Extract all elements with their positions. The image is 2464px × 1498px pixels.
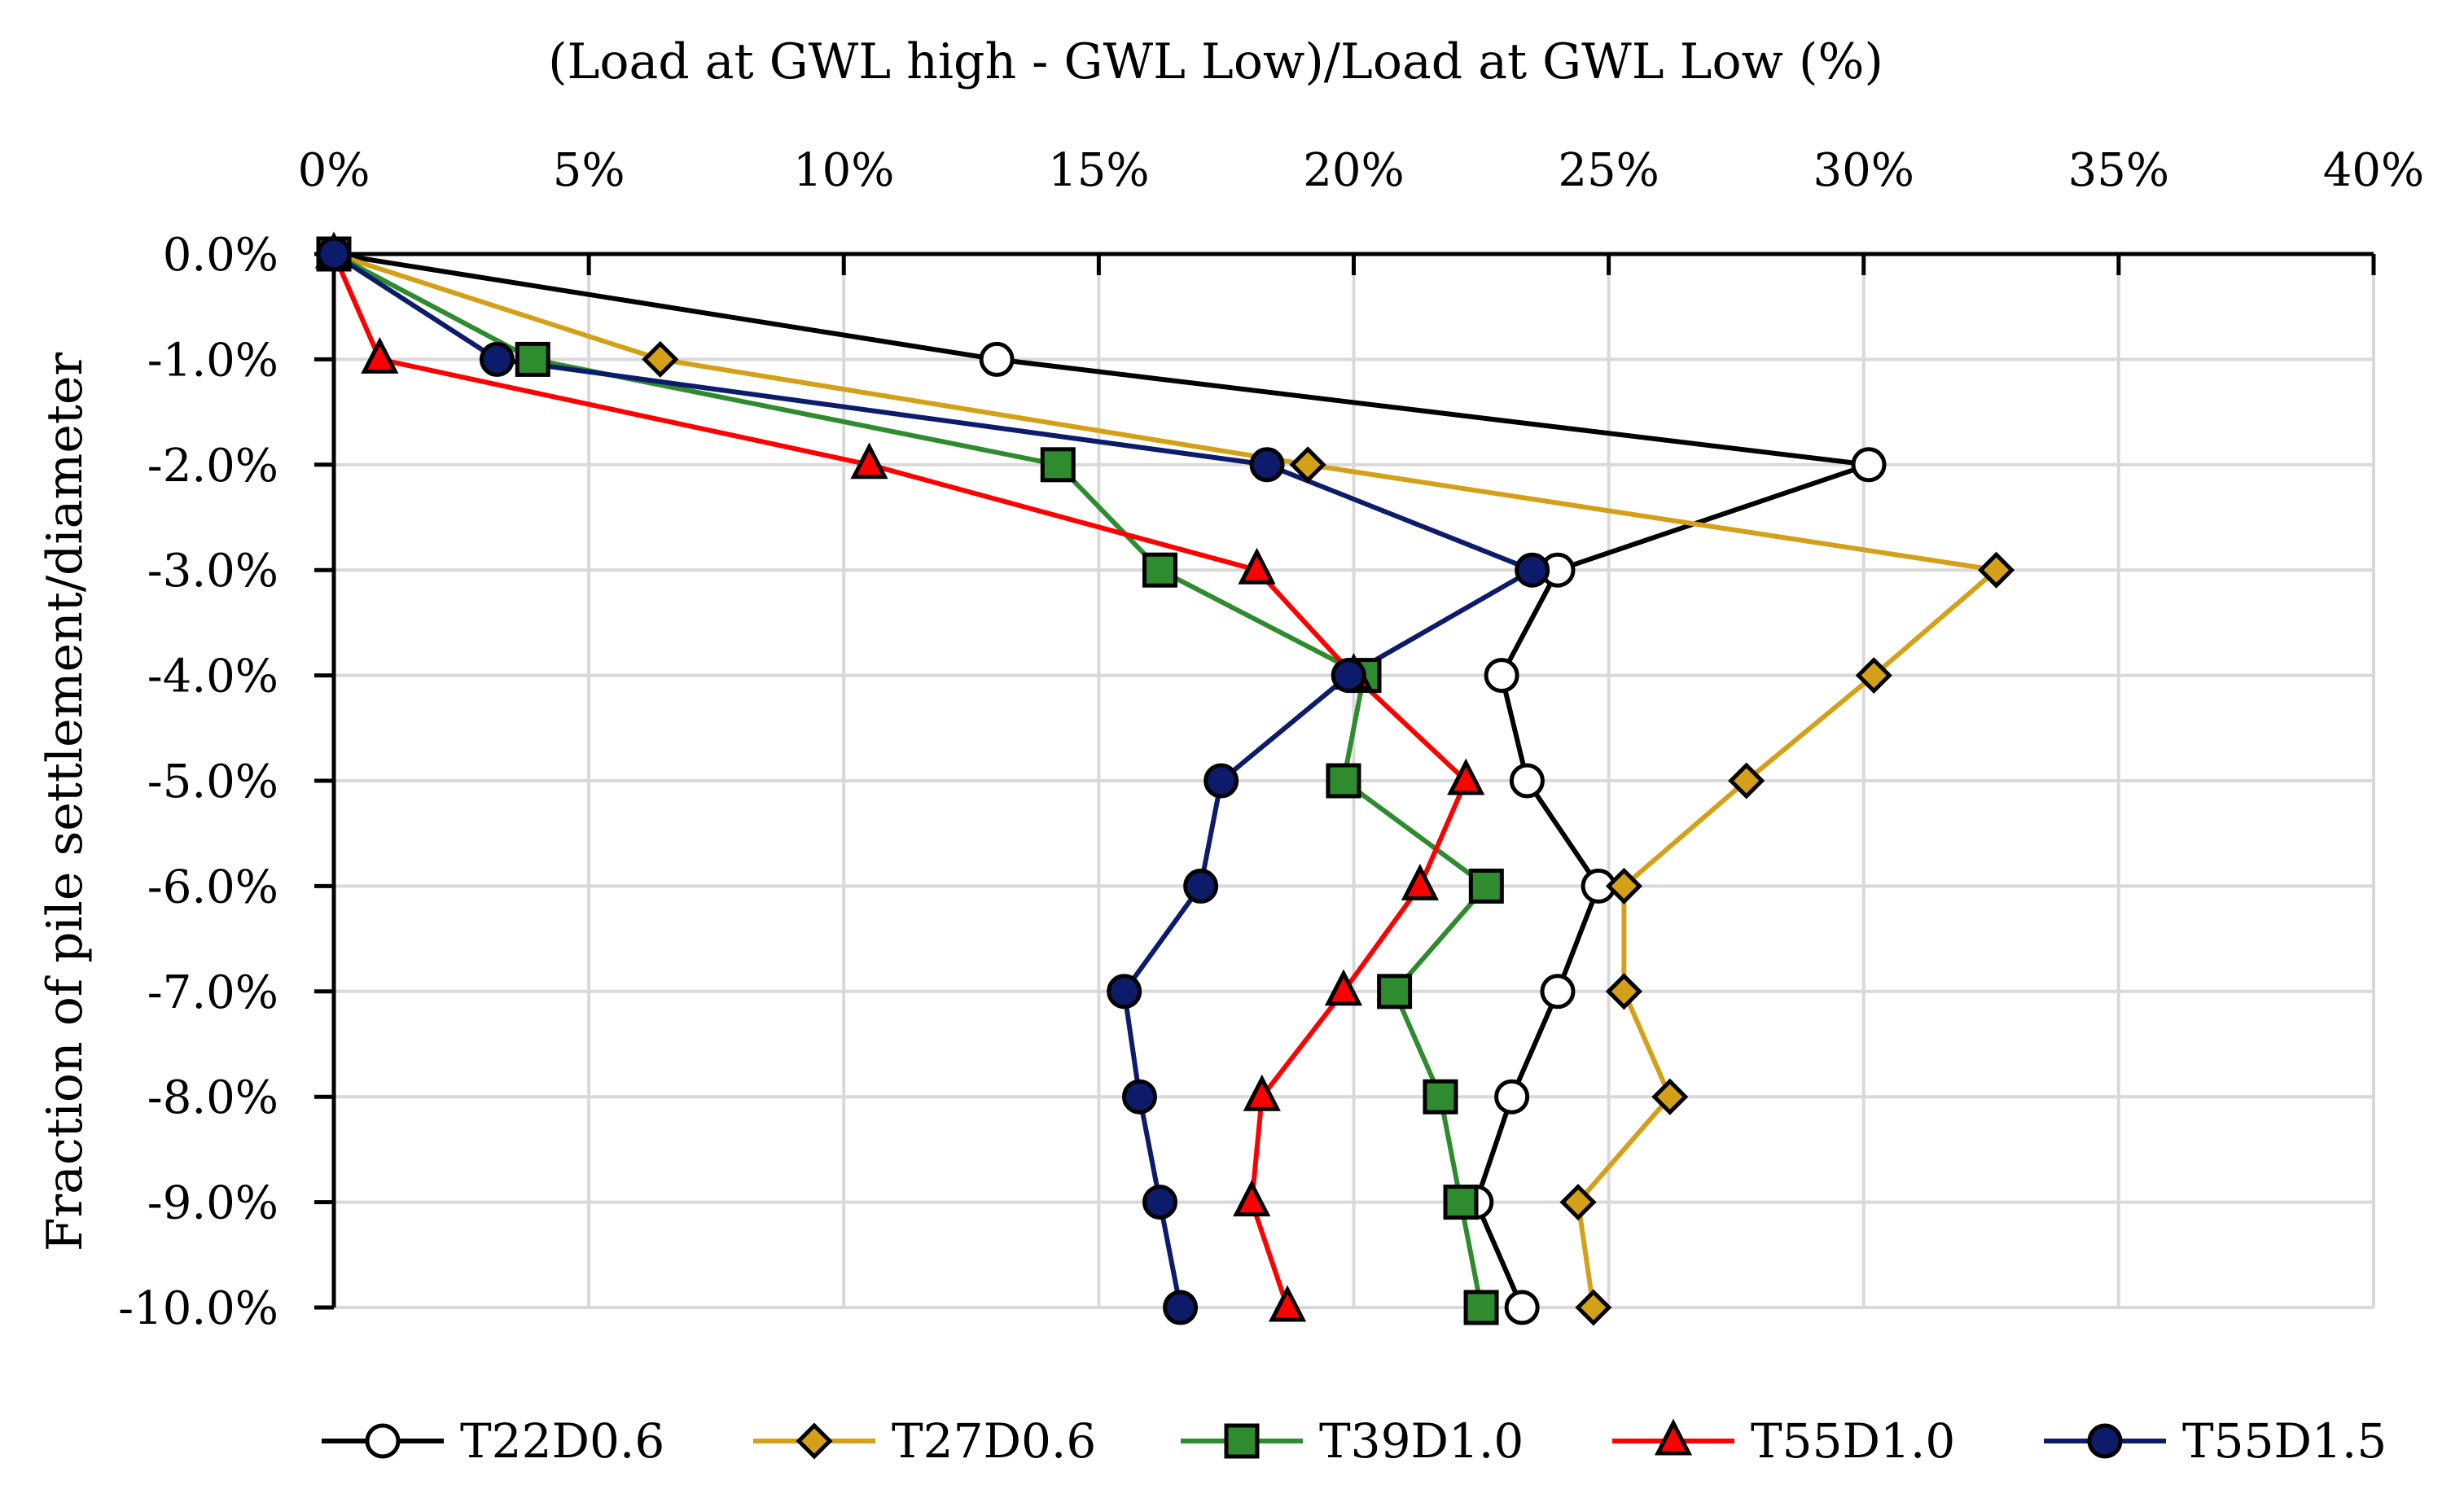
data-point-T55D1.5 xyxy=(479,341,515,377)
legend-marker-T39D1.0 xyxy=(1224,1423,1260,1459)
data-point-T39D1.0 xyxy=(1142,552,1178,588)
x-tick-label: 35% xyxy=(2068,144,2169,197)
y-tick-label: -10.0% xyxy=(118,1282,278,1335)
x-tick-label: 20% xyxy=(1303,144,1404,197)
data-point-T27D0.6 xyxy=(1289,446,1326,484)
data-point-T39D1.0 xyxy=(1468,868,1504,904)
data-point-T55D1.5 xyxy=(1107,974,1142,1010)
data-point-T27D0.6 xyxy=(1728,762,1765,799)
series-markers xyxy=(314,231,2015,1326)
data-point-T55D1.5 xyxy=(1249,447,1285,483)
data-point-T27D0.6 xyxy=(1978,551,2015,589)
x-tick-label: 0% xyxy=(298,144,370,197)
data-point-T39D1.0 xyxy=(1423,1079,1458,1115)
y-tick-label: -6.0% xyxy=(147,861,278,913)
y-tick-label: -5.0% xyxy=(147,756,278,808)
data-point-T39D1.0 xyxy=(1443,1185,1479,1220)
x-tick-label: 25% xyxy=(1558,144,1659,197)
chart-title: (Load at GWL high - GWL Low)/Load at GWL… xyxy=(548,33,1883,90)
data-point-T39D1.0 xyxy=(1326,763,1361,799)
data-point-T55D1.0 xyxy=(361,336,399,374)
data-point-T27D0.6 xyxy=(1605,867,1642,904)
legend-marker-T22D0.6 xyxy=(365,1423,401,1459)
data-point-T55D1.0 xyxy=(850,442,888,480)
y-tick-label: -9.0% xyxy=(147,1177,278,1230)
data-point-T22D0.6 xyxy=(1509,763,1545,799)
y-axis-label: Fraction of pile settlement/diameter xyxy=(37,353,94,1252)
legend: T22D0.6 T27D0.6 T39D1.0 T55D1.0 T55D1.5 xyxy=(322,1413,2387,1469)
legend-label: T27D0.6 xyxy=(892,1413,1096,1469)
data-point-T55D1.5 xyxy=(1515,552,1550,588)
data-point-T22D0.6 xyxy=(1484,658,1519,694)
data-point-T39D1.0 xyxy=(515,341,550,377)
data-point-T27D0.6 xyxy=(642,340,679,378)
y-tick-label: -4.0% xyxy=(147,650,278,703)
data-point-T27D0.6 xyxy=(1575,1289,1612,1326)
x-tick-label: 30% xyxy=(1813,144,1914,197)
data-point-T55D1.0 xyxy=(1238,547,1276,585)
data-point-T22D0.6 xyxy=(1494,1079,1530,1115)
y-tick-label: -7.0% xyxy=(147,966,278,1019)
data-point-T22D0.6 xyxy=(1540,974,1576,1010)
y-tick-label: -3.0% xyxy=(147,545,278,598)
data-point-T55D1.0 xyxy=(1324,969,1363,1006)
x-tick-label: 5% xyxy=(553,144,625,197)
data-point-T55D1.5 xyxy=(1183,868,1219,904)
data-point-T27D0.6 xyxy=(1605,973,1642,1010)
y-tick-label: -1.0% xyxy=(147,334,278,387)
legend-label: T55D1.0 xyxy=(1751,1413,1955,1469)
data-point-T55D1.5 xyxy=(1204,763,1239,799)
legend-label: T55D1.5 xyxy=(2182,1413,2387,1469)
data-point-T27D0.6 xyxy=(1855,657,1892,694)
data-point-T55D1.5 xyxy=(316,236,352,272)
y-tick-label: 0.0% xyxy=(163,229,278,282)
x-tick-label: 10% xyxy=(793,144,894,197)
data-point-T55D1.5 xyxy=(1331,658,1366,694)
legend-marker-T55D1.0 xyxy=(1654,1418,1693,1456)
data-point-T39D1.0 xyxy=(1377,974,1413,1010)
data-point-T27D0.6 xyxy=(1559,1184,1597,1221)
legend-marker-T55D1.5 xyxy=(2087,1423,2123,1459)
axes: 0% 5% 10% 15% 20% 25% 30% 35% 40% 0.0% -1.0% -2.0% -… xyxy=(118,144,2424,1335)
data-point-T55D1.5 xyxy=(1121,1079,1157,1115)
legend-label: T39D1.0 xyxy=(1319,1413,1524,1469)
data-point-T55D1.0 xyxy=(1268,1285,1307,1322)
data-point-T55D1.0 xyxy=(1401,863,1440,900)
data-point-T22D0.6 xyxy=(1851,447,1887,483)
data-point-T55D1.5 xyxy=(1142,1185,1178,1220)
data-point-T39D1.0 xyxy=(1463,1290,1499,1325)
data-point-T55D1.0 xyxy=(1233,1180,1271,1217)
data-point-T55D1.0 xyxy=(1447,758,1485,795)
x-tick-label: 40% xyxy=(2323,144,2424,197)
y-tick-label: -2.0% xyxy=(147,440,278,493)
data-point-T55D1.0 xyxy=(1243,1074,1281,1111)
x-tick-label: 15% xyxy=(1048,144,1149,197)
y-tick-label: -8.0% xyxy=(147,1071,278,1124)
data-point-T22D0.6 xyxy=(1504,1290,1540,1325)
legend-marker-T27D0.6 xyxy=(796,1422,833,1460)
data-point-T55D1.5 xyxy=(1163,1290,1199,1325)
data-point-T39D1.0 xyxy=(1040,447,1076,483)
legend-label: T22D0.6 xyxy=(460,1413,664,1469)
data-point-T22D0.6 xyxy=(979,341,1015,377)
data-point-T27D0.6 xyxy=(1651,1078,1689,1115)
